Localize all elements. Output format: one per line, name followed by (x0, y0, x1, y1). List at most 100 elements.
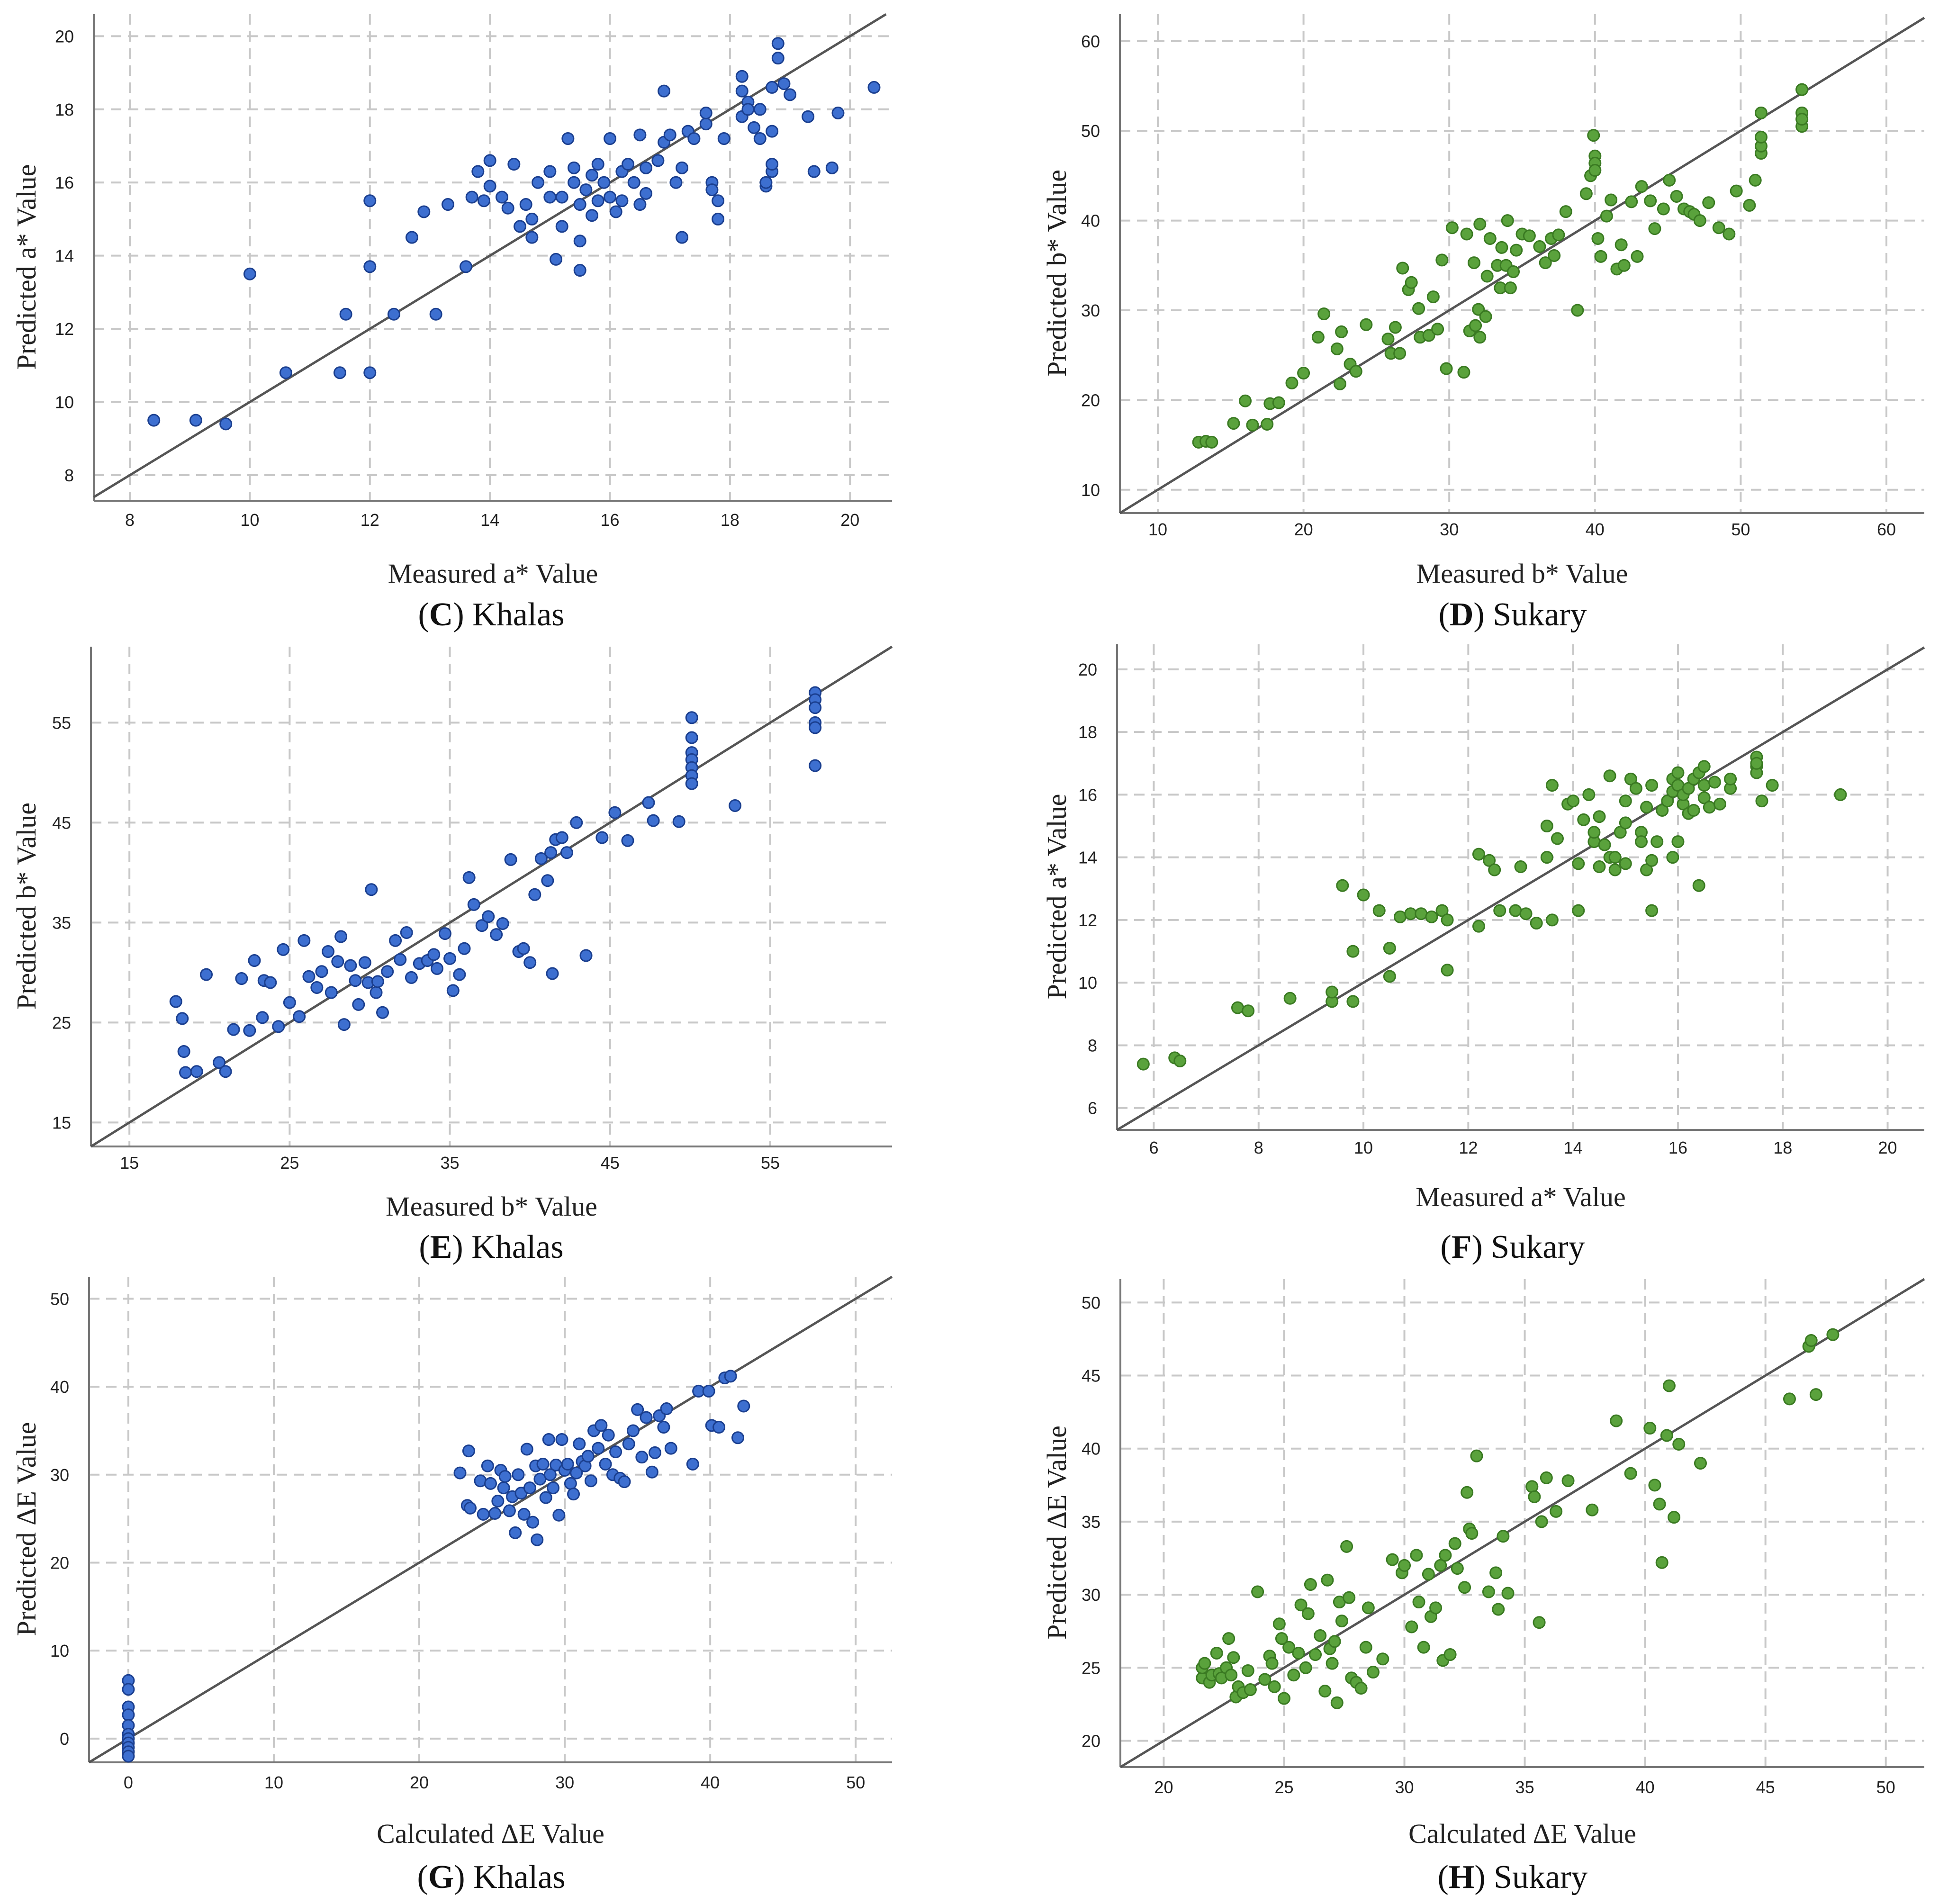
data-point (1460, 227, 1473, 241)
data-point (453, 1466, 467, 1480)
y-tick-label: 40 (1082, 1439, 1100, 1459)
y-tick-label: 6 (1088, 1099, 1097, 1118)
panel-cultivar: Sukary (1493, 596, 1587, 633)
scatter-panel-h: 20 25 30 35 40 45 50 20 25 30 35 40 45 50 Calculated Δ… (1041, 1278, 1925, 1895)
data-point (1412, 1596, 1425, 1609)
data-point (686, 1458, 699, 1471)
identity-line (90, 645, 893, 1148)
data-point (1441, 964, 1454, 977)
data-point (344, 959, 357, 972)
data-point (481, 1459, 494, 1472)
data-point (867, 81, 881, 94)
y-tick-label: 20 (1081, 390, 1100, 410)
data-point (1292, 1646, 1305, 1660)
data-point (542, 1433, 555, 1446)
data-point (512, 1468, 525, 1481)
data-point (784, 88, 797, 101)
x-tick-label: 16 (601, 510, 620, 530)
data-point (339, 307, 352, 321)
data-point (1285, 376, 1299, 389)
data-point (705, 183, 719, 197)
data-point (514, 220, 527, 233)
data-point (462, 1444, 475, 1458)
data-point (595, 831, 609, 844)
data-point (1617, 259, 1631, 272)
data-point (122, 1683, 135, 1696)
data-point (1600, 209, 1613, 223)
data-point (599, 1458, 612, 1471)
data-point (525, 231, 539, 244)
y-tick-label: 25 (52, 1013, 71, 1032)
data-point (573, 198, 586, 211)
data-point (1483, 232, 1497, 245)
data-point (1608, 851, 1622, 864)
data-point (1545, 913, 1559, 927)
data-point (735, 84, 749, 98)
data-point (176, 1012, 189, 1025)
data-point (446, 984, 460, 997)
x-axis-label: Measured a* Value (388, 558, 598, 589)
y-tick-label: 15 (52, 1113, 71, 1132)
data-point (1360, 318, 1373, 331)
y-tick-label: 12 (55, 319, 74, 339)
data-point (1648, 222, 1661, 235)
data-point (1336, 879, 1349, 892)
data-point (809, 759, 822, 772)
scatter-panel-g: 0 10 20 30 40 50 0 10 20 30 40 50 Calculated ΔE Valu… (11, 1275, 893, 1895)
scatter-panel-e: 15 25 35 45 55 15 25 35 45 55 Measured b* Value Pre… (11, 645, 893, 1265)
data-point (1265, 1657, 1279, 1670)
data-point (1530, 917, 1543, 930)
data-point (1634, 835, 1648, 848)
data-point (633, 198, 647, 211)
data-point (1579, 187, 1593, 200)
data-point (604, 190, 617, 204)
data-point (1572, 857, 1585, 870)
data-point (190, 1065, 203, 1078)
data-point (1335, 325, 1348, 338)
x-tick-label: 12 (1459, 1138, 1478, 1157)
data-point (302, 970, 316, 983)
data-point (256, 1011, 269, 1024)
data-point (1326, 985, 1339, 999)
y-tick-label: 20 (50, 1553, 69, 1572)
data-point (536, 1458, 550, 1471)
data-point (1708, 776, 1721, 789)
data-point (595, 1419, 608, 1432)
x-tick-label: 60 (1877, 520, 1896, 539)
y-tick-label: 55 (52, 713, 71, 732)
y-axis-label: Predicted ΔE Value (11, 1422, 42, 1636)
x-tick-label: 45 (601, 1153, 620, 1173)
data-point (371, 975, 384, 988)
data-point (1605, 193, 1618, 207)
data-point (147, 414, 161, 427)
data-point (618, 1475, 631, 1489)
data-point (1809, 1388, 1822, 1401)
data-point (1440, 362, 1453, 375)
data-point (1509, 904, 1522, 917)
data-point (394, 953, 407, 966)
x-tick-label: 10 (1354, 1138, 1373, 1157)
scatter-panel-f: 6 8 10 12 14 16 18 20 6 8 10 12 14 16 18 20 Measured a* … (1041, 644, 1925, 1265)
x-tick-label: 20 (410, 1773, 429, 1792)
y-tick-label: 10 (50, 1641, 69, 1660)
data-point (1321, 1573, 1334, 1587)
data-point (477, 194, 490, 208)
y-axis-label: Predicted a* Value (1041, 794, 1072, 1000)
data-point (1504, 281, 1517, 295)
data-point (672, 815, 685, 828)
data-point (1299, 1661, 1312, 1674)
panel-cultivar: Sukary (1494, 1859, 1587, 1895)
data-point (1227, 417, 1240, 430)
panel-caption: (C) Khalas (418, 596, 564, 633)
x-tick-label: 50 (1731, 520, 1750, 539)
data-point (1539, 256, 1552, 270)
data-point (568, 176, 581, 189)
data-point (1663, 173, 1676, 187)
y-tick-label: 40 (1081, 211, 1100, 231)
data-point (1666, 851, 1679, 864)
data-point (498, 1470, 512, 1483)
data-point (1655, 1556, 1668, 1569)
x-tick-label: 15 (120, 1153, 139, 1173)
data-point (519, 198, 532, 211)
data-point (1561, 1474, 1575, 1488)
